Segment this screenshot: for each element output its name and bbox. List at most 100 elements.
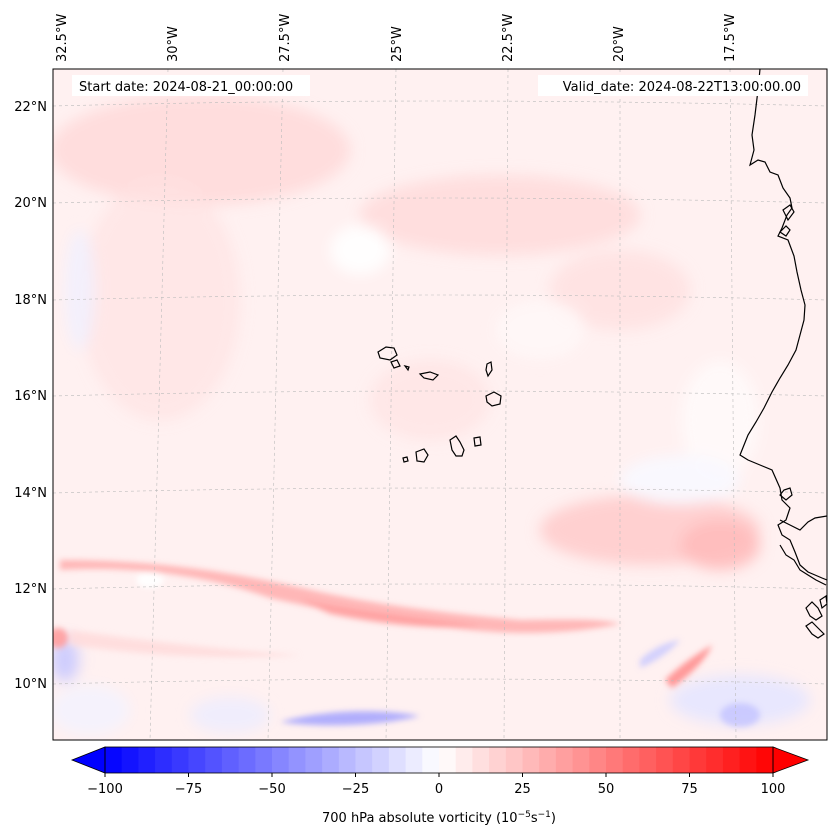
colorbar-cell xyxy=(555,747,573,773)
colorbar-cell xyxy=(205,747,223,773)
colorbar-cell xyxy=(455,747,473,773)
colorbar-cell xyxy=(489,747,507,773)
colorbar-cell xyxy=(105,747,123,773)
parallel-14n xyxy=(53,487,827,494)
colorbar-cell xyxy=(439,747,457,773)
vorticity-field xyxy=(53,95,810,735)
lat-label-12n: 12°N xyxy=(14,582,47,597)
parallel-12n xyxy=(53,583,827,590)
colorbar-cell xyxy=(422,747,440,773)
colorbar-cell xyxy=(472,747,490,773)
colorbar-cell xyxy=(171,747,189,773)
african-coastline xyxy=(739,69,827,581)
lon-label-20w: 20°W xyxy=(612,26,627,62)
colorbar-cell xyxy=(706,747,724,773)
meridian-22-5w xyxy=(503,69,509,740)
colorbar-label-mid: s xyxy=(531,811,538,826)
coast-islets-3 xyxy=(819,594,827,610)
map-frame xyxy=(52,68,828,741)
meridian-17-5w xyxy=(729,69,737,740)
colorbar-cell xyxy=(589,747,607,773)
island-sal xyxy=(485,361,493,378)
meridian-32-5w xyxy=(53,69,54,103)
island-santo-antao xyxy=(377,346,398,361)
parallel-20n xyxy=(53,197,827,204)
colorbar-min-extend xyxy=(70,746,106,774)
cbar-tick-label: −50 xyxy=(258,782,285,797)
coastlines xyxy=(739,69,827,639)
colorbar-max-extend xyxy=(772,746,810,774)
colorbar-cell xyxy=(188,747,206,773)
colorbar-cell xyxy=(355,747,373,773)
cbar-tick-label: −25 xyxy=(342,782,369,797)
island-santiago xyxy=(449,435,465,457)
coast-islets-2 xyxy=(805,621,825,639)
cbar-tick-label: 50 xyxy=(598,782,615,797)
island-sao-vicente xyxy=(390,359,401,369)
lat-label-18n: 18°N xyxy=(14,293,47,308)
cape-verde-islands xyxy=(377,346,502,463)
island-boa-vista xyxy=(485,391,502,407)
parallel-10n xyxy=(53,678,827,685)
colorbar-cell xyxy=(322,747,340,773)
colorbar-cell xyxy=(656,747,674,773)
colorbar-cell xyxy=(255,747,273,773)
cbar-tick-label: −75 xyxy=(175,782,202,797)
colorbar-cell xyxy=(221,747,239,773)
coast-islets xyxy=(805,601,823,621)
colorbar-label: 700 hPa absolute vorticity (10−5s−1) xyxy=(322,810,556,826)
lat-label-20n: 20°N xyxy=(14,196,47,211)
start-date-box xyxy=(72,75,310,96)
lon-label-22-5w: 22.5°W xyxy=(501,14,516,62)
colorbar-cell xyxy=(155,747,173,773)
island-maio xyxy=(473,436,482,447)
gridlines xyxy=(53,69,827,740)
lat-label-14n: 14°N xyxy=(14,486,47,501)
coast-arguin xyxy=(779,225,791,237)
colorbar-cell xyxy=(305,747,323,773)
colorbar-cell xyxy=(121,747,139,773)
colorbar-cells xyxy=(105,747,774,773)
lon-label-17-5w: 17.5°W xyxy=(723,14,738,62)
colorbar-ticks: −100 −75 −50 −25 0 25 50 75 100 xyxy=(87,773,785,797)
colorbar-label-exp1: −5 xyxy=(518,810,531,820)
parallel-18n xyxy=(53,294,827,301)
coast-upper-bay xyxy=(782,204,795,222)
meridian-30w xyxy=(149,69,169,740)
island-santa-luzia xyxy=(403,365,410,372)
island-brava xyxy=(402,456,409,463)
colorbar-cell xyxy=(739,747,757,773)
island-fogo xyxy=(415,448,429,463)
colorbar-cell xyxy=(622,747,640,773)
colorbar-cell xyxy=(505,747,523,773)
lon-label-32-5w: 32.5°W xyxy=(55,14,70,62)
cbar-tick-label: 100 xyxy=(761,782,786,797)
colorbar-label-main: 700 hPa absolute vorticity (10 xyxy=(322,811,518,826)
start-date-label: Start date: 2024-08-21_00:00:00 xyxy=(79,80,293,95)
lon-label-30w: 30°W xyxy=(166,26,181,62)
colorbar-cell xyxy=(338,747,356,773)
colorbar-cell xyxy=(756,747,774,773)
colorbar-label-exp2: −1 xyxy=(538,810,551,820)
coast-gambia xyxy=(779,487,793,501)
coast-guinea xyxy=(779,544,827,586)
colorbar-label-end: ) xyxy=(551,811,556,826)
colorbar-cell xyxy=(722,747,740,773)
coast-bissagos-1 xyxy=(779,515,827,531)
cbar-tick-label: 75 xyxy=(681,782,698,797)
colorbar-cell xyxy=(672,747,690,773)
colorbar-cell xyxy=(272,747,290,773)
lat-label-22n: 22°N xyxy=(14,100,47,115)
colorbar-cell xyxy=(606,747,624,773)
colorbar-cell xyxy=(522,747,540,773)
meridian-27-5w xyxy=(267,69,284,740)
colorbar-cell xyxy=(405,747,423,773)
colorbar-cell xyxy=(288,747,306,773)
colorbar: −100 −75 −50 −25 0 25 50 75 100 700 hPa … xyxy=(70,746,810,826)
map-panel: Start date: 2024-08-21_00:00:00 Valid_da… xyxy=(52,68,828,741)
longitude-labels: 32.5°W 30°W 27.5°W 25°W 22.5°W 20°W 17.5… xyxy=(55,14,738,62)
valid-date-label: Valid_date: 2024-08-22T13:00:00.00 xyxy=(563,80,801,95)
colorbar-cell xyxy=(689,747,707,773)
colorbar-cell xyxy=(388,747,406,773)
meridian-25w xyxy=(385,69,397,740)
